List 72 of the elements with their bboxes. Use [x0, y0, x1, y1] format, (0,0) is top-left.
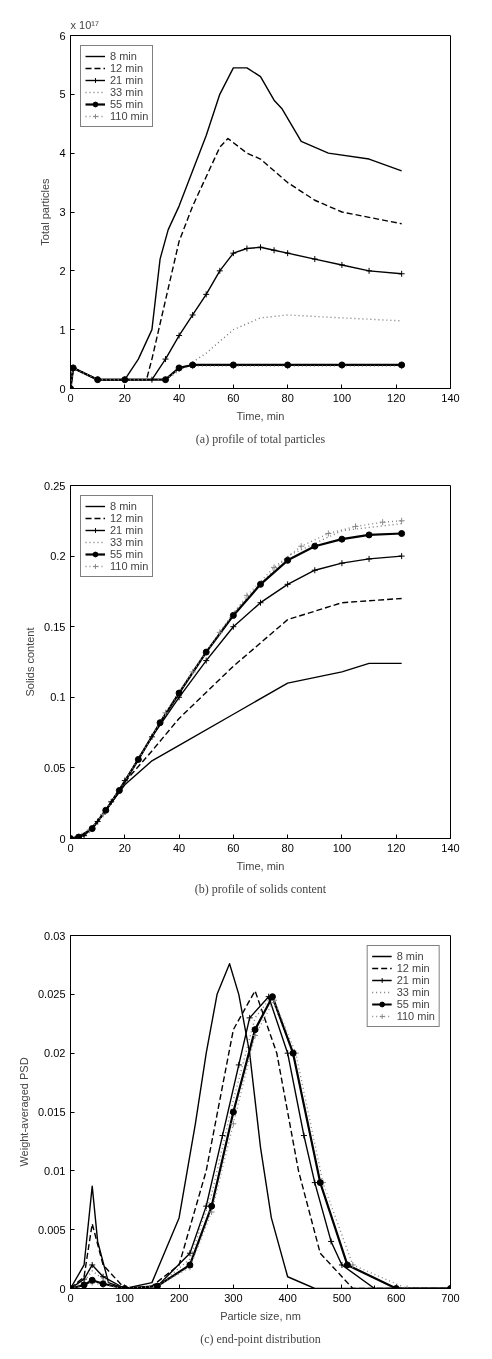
x-tick-label: 60: [227, 841, 240, 854]
x-tick-label: 700: [441, 1291, 460, 1304]
x-tick-label: 120: [387, 841, 406, 854]
legend-label: 12 min: [110, 512, 144, 524]
legend-label: 21 min: [110, 74, 144, 86]
y-tick-label: 0.25: [44, 479, 66, 492]
x-tick-label: 140: [441, 391, 460, 404]
y-tick-label: 0.2: [50, 550, 66, 563]
legend-label: 55 min: [110, 98, 144, 110]
legend-label: 8 min: [110, 50, 137, 62]
y-tick-label: 0: [59, 382, 66, 395]
x-tick-label: 600: [387, 1291, 406, 1304]
legend-label: 110 min: [110, 560, 149, 572]
legend-label: 8 min: [110, 500, 137, 512]
x-tick-label: 500: [332, 1291, 352, 1304]
legend-label: 33 min: [396, 986, 430, 998]
y-tick-label: 0.02: [44, 1047, 66, 1060]
y-tick-label: 0.03: [44, 929, 66, 942]
x-tick-label: 0: [67, 1291, 74, 1304]
x-tick-label: 80: [281, 841, 294, 854]
text: (c) end-point distribution: [200, 1331, 321, 1346]
x-tick-label: 100: [115, 1291, 134, 1304]
y-tick-label: 1: [59, 323, 66, 336]
y-tick-label: 0.05: [44, 761, 66, 774]
y-axis-title: Weight-averaged PSD: [17, 1057, 30, 1167]
x-tick-label: 60: [227, 391, 240, 404]
y-tick-label: 0.015: [37, 1106, 66, 1118]
x-tick-label: 300: [224, 1291, 243, 1304]
legend-label: 110 min: [110, 110, 149, 122]
legend-label: 55 min: [396, 998, 430, 1010]
y-tick-label: 0.005: [37, 1223, 66, 1236]
x-tick-label: 100: [332, 841, 352, 854]
x-tick-label: 20: [118, 841, 131, 854]
y-tick-label: 0: [59, 832, 66, 845]
x-tick-label: 20: [118, 391, 131, 404]
x-tick-label: 400: [278, 1291, 297, 1304]
legend-label: 21 min: [110, 524, 144, 536]
y-tick-label: 0.15: [44, 620, 66, 633]
x-tick-label: 40: [172, 391, 186, 404]
legend-label: 55 min: [110, 548, 144, 560]
legend-label: 12 min: [110, 62, 144, 74]
y-axis-title: Total particles: [39, 177, 52, 246]
legend-label: 33 min: [110, 86, 144, 98]
x-tick-label: 140: [441, 841, 460, 854]
x-tick-label: 0: [67, 391, 74, 404]
x-tick-label: 80: [281, 391, 294, 404]
legend-label: 8 min: [396, 950, 424, 962]
x-tick-label: 200: [169, 1291, 189, 1304]
text: x 10¹⁷: [70, 18, 99, 31]
x-tick-label: 120: [387, 391, 406, 404]
x-axis-title: Time, min: [236, 859, 285, 872]
x-tick-label: 100: [332, 391, 352, 404]
x-tick-label: 40: [172, 841, 186, 854]
legend-label: 33 min: [110, 536, 144, 548]
y-tick-label: 0.1: [50, 691, 66, 704]
y-tick-label: 3: [59, 206, 66, 218]
x-axis-title: Time, min: [236, 409, 285, 422]
y-tick-label: 0.025: [37, 988, 66, 1001]
y-tick-label: 6: [59, 29, 66, 42]
y-axis-title: Solids content: [24, 627, 37, 697]
x-tick-label: 0: [67, 841, 74, 854]
text: (a) profile of total particles: [195, 431, 326, 446]
x-axis-title: Particle size, nm: [220, 1309, 301, 1322]
text: (b) profile of solids content: [194, 881, 327, 896]
y-tick-label: 0.01: [44, 1164, 66, 1177]
legend-label: 21 min: [396, 974, 430, 986]
y-tick-label: 2: [59, 264, 66, 277]
y-tick-label: 4: [59, 147, 66, 160]
y-tick-label: 5: [59, 88, 66, 101]
legend-label: 12 min: [396, 962, 430, 974]
y-tick-label: 0: [59, 1282, 66, 1295]
legend-label: 110 min: [396, 1010, 435, 1022]
